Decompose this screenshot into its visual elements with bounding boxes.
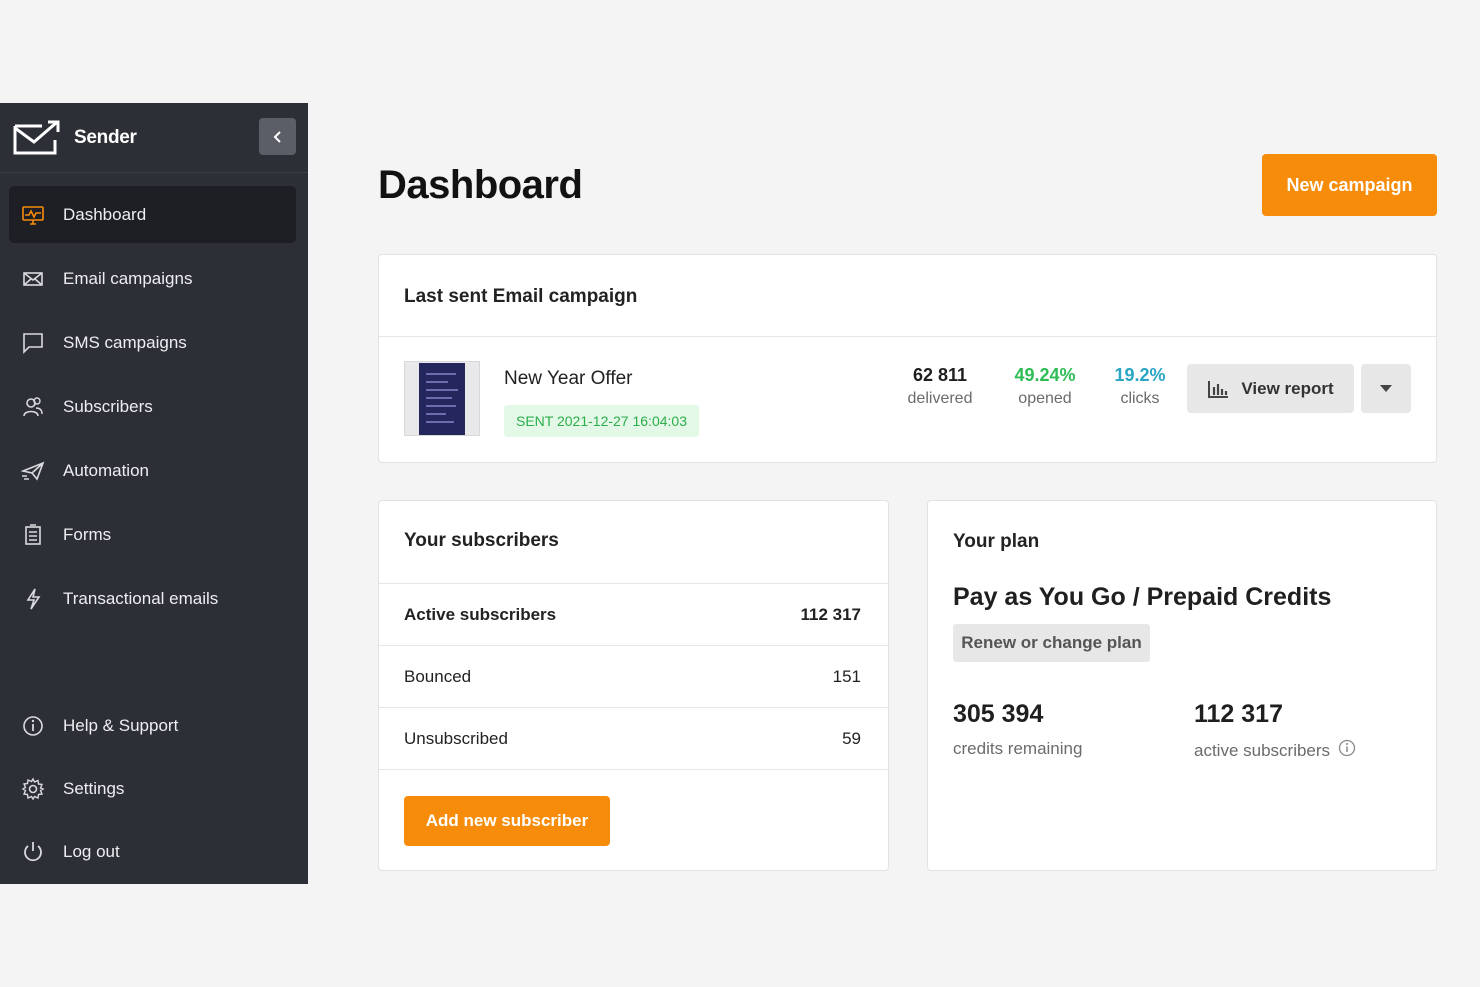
card-header: Your subscribers xyxy=(379,501,888,584)
sidebar-item-label: Dashboard xyxy=(63,204,147,224)
caret-down-icon xyxy=(1380,384,1392,392)
card-title: Last sent Email campaign xyxy=(404,286,638,307)
unsubscribed-row: Unsubscribed 59 xyxy=(379,708,888,770)
view-report-label: View report xyxy=(1241,378,1334,398)
info-icon xyxy=(21,714,45,738)
sidebar-item-log-out[interactable]: Log out xyxy=(9,824,296,880)
active-label-text: active subscribers xyxy=(1194,740,1331,760)
gear-icon xyxy=(21,777,45,801)
sidebar-item-email-campaigns[interactable]: Email campaigns xyxy=(9,250,296,307)
plan-card: Your plan Pay as You Go / Prepaid Credit… xyxy=(927,500,1437,871)
bar-chart-icon xyxy=(1208,380,1229,398)
stat-label: delivered xyxy=(907,390,973,407)
sidebar-item-label: Help & Support xyxy=(63,716,179,735)
last-campaign-card: Last sent Email campaign New Year Offer … xyxy=(378,254,1437,463)
row-label: Unsubscribed xyxy=(404,728,508,748)
plan-name: Pay as You Go / Prepaid Credits xyxy=(953,583,1332,611)
chevron-left-icon xyxy=(273,130,281,143)
add-new-subscriber-button[interactable]: Add new subscriber xyxy=(404,796,610,846)
info-icon[interactable] xyxy=(1338,739,1356,762)
sidebar-item-label: Transactional emails xyxy=(63,588,219,608)
sidebar-item-label: Email campaigns xyxy=(63,268,193,288)
campaign-preview-image xyxy=(419,362,465,435)
power-icon xyxy=(21,840,45,864)
sidebar-item-settings[interactable]: Settings xyxy=(9,761,296,817)
sidebar-item-label: SMS campaigns xyxy=(63,332,187,352)
subscribers-card: Your subscribers Active subscribers 112 … xyxy=(378,500,889,871)
sidebar-item-automation[interactable]: Automation xyxy=(9,442,296,499)
bounced-row: Bounced 151 xyxy=(379,646,888,708)
row-label: Bounced xyxy=(404,666,472,686)
sidebar-item-help-support[interactable]: Help & Support xyxy=(9,698,296,754)
form-icon xyxy=(21,523,45,547)
sidebar-item-label: Log out xyxy=(63,842,120,861)
sidebar-item-forms[interactable]: Forms xyxy=(9,506,296,563)
sidebar-item-label: Settings xyxy=(63,779,125,798)
stat-label: opened xyxy=(1018,390,1072,407)
card-title: Your plan xyxy=(953,531,1040,552)
active-subscribers-row: Active subscribers 112 317 xyxy=(379,584,888,646)
new-campaign-button[interactable]: New campaign xyxy=(1262,154,1437,216)
sidebar-item-dashboard[interactable]: Dashboard xyxy=(9,186,296,243)
view-report-button[interactable]: View report xyxy=(1187,364,1354,413)
stat-value: 19.2% xyxy=(1114,365,1166,385)
sidebar-item-transactional-emails[interactable]: Transactional emails xyxy=(9,570,296,627)
sender-logo-icon[interactable] xyxy=(12,120,60,156)
users-icon xyxy=(21,395,45,419)
sidebar-item-sms-campaigns[interactable]: SMS campaigns xyxy=(9,314,296,371)
campaign-name[interactable]: New Year Offer xyxy=(504,368,633,389)
credits-label-text: credits remaining xyxy=(953,739,1083,758)
stat-opened: 49.24% opened xyxy=(1007,365,1083,408)
campaign-actions-dropdown[interactable] xyxy=(1361,364,1411,413)
envelope-icon xyxy=(21,267,45,291)
status-badge: SENT 2021-12-27 16:04:03 xyxy=(504,405,699,437)
brand-name: Sender xyxy=(74,126,137,148)
row-value: 151 xyxy=(832,666,861,686)
row-label: Active subscribers xyxy=(404,604,557,624)
card-title: Your subscribers xyxy=(404,530,559,551)
credits-remaining-value: 305 394 xyxy=(953,700,1044,728)
sidebar: Sender Dashboard Email campaigns SMS cam… xyxy=(0,103,308,884)
page-title: Dashboard xyxy=(378,163,583,207)
row-value: 59 xyxy=(842,728,861,748)
campaign-thumbnail[interactable] xyxy=(404,361,480,436)
stat-label: clicks xyxy=(1120,390,1160,407)
chat-bubble-icon xyxy=(21,331,45,355)
sidebar-item-label: Subscribers xyxy=(63,396,153,416)
dashboard-icon xyxy=(21,203,45,227)
active-subscribers-value: 112 317 xyxy=(1194,700,1283,728)
lightning-icon xyxy=(21,587,45,611)
sidebar-bottom-nav: Help & Support Settings Log out xyxy=(9,698,296,887)
credits-remaining-label: credits remaining xyxy=(953,739,1082,759)
stat-clicks: 19.2% clicks xyxy=(1107,365,1173,408)
sidebar-item-subscribers[interactable]: Subscribers xyxy=(9,378,296,435)
card-header: Last sent Email campaign xyxy=(379,255,1436,337)
active-subscribers-label: active subscribers xyxy=(1194,739,1356,762)
renew-plan-button[interactable]: Renew or change plan xyxy=(953,624,1150,662)
paper-plane-icon xyxy=(21,459,45,483)
sidebar-item-label: Forms xyxy=(63,524,112,544)
collapse-sidebar-button[interactable] xyxy=(259,118,296,155)
row-value: 112 317 xyxy=(800,604,861,624)
sidebar-nav: Dashboard Email campaigns SMS campaigns … xyxy=(0,173,308,627)
stat-value: 62 811 xyxy=(912,365,968,385)
sidebar-item-label: Automation xyxy=(63,460,149,480)
stat-delivered: 62 811 delivered xyxy=(905,365,975,408)
brand-header: Sender xyxy=(0,103,308,173)
stat-value: 49.24% xyxy=(1014,365,1076,385)
